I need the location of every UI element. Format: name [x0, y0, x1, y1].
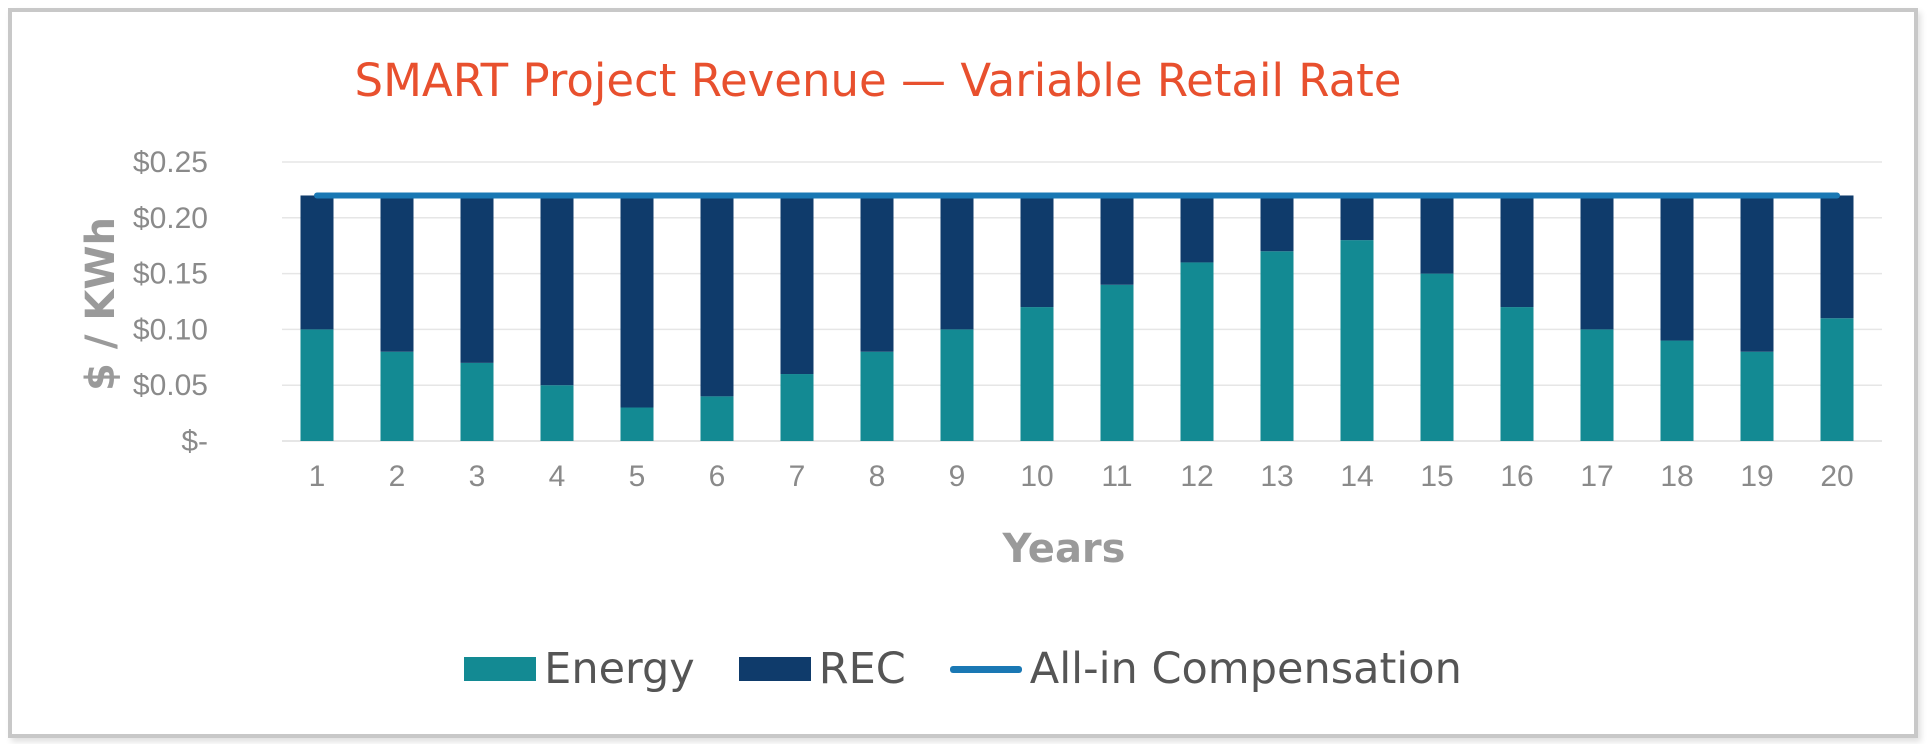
- bar-energy: [700, 396, 734, 441]
- legend-swatch-all-in: [949, 665, 1022, 673]
- bar-rec: [620, 195, 654, 408]
- x-tick-label: 3: [469, 460, 486, 493]
- bar-energy: [460, 362, 494, 441]
- y-tick-label: $0.20: [133, 202, 208, 235]
- legend-label-all-in: All-in Compensation: [1029, 644, 1462, 694]
- bar-rec: [1420, 195, 1454, 274]
- x-tick-label: 11: [1101, 460, 1132, 493]
- bar-energy: [1660, 340, 1694, 441]
- x-tick-label: 13: [1260, 460, 1293, 493]
- y-tick-label: $0.15: [133, 258, 208, 291]
- x-tick-label: 10: [1020, 460, 1053, 493]
- bar-rec: [540, 195, 574, 386]
- legend-item-rec: REC: [738, 644, 906, 694]
- y-tick-label: $0.25: [133, 146, 208, 179]
- legend-label-rec: REC: [818, 644, 906, 694]
- legend-item-all-in: All-in Compensation: [949, 644, 1462, 694]
- bar-rec: [1740, 195, 1774, 352]
- x-axis-title: Years: [1002, 526, 1126, 572]
- bar-rec: [1820, 195, 1854, 319]
- y-tick-label: $0.05: [133, 369, 208, 402]
- legend-swatch-rec: [738, 657, 811, 681]
- bar-energy: [300, 329, 334, 441]
- bar-energy: [1500, 307, 1534, 441]
- y-tick-label: $-: [181, 425, 208, 458]
- x-tick-label: 1: [309, 460, 326, 493]
- bar-rec: [1100, 195, 1134, 285]
- bar-energy: [860, 351, 894, 441]
- legend-item-energy: Energy: [464, 644, 695, 694]
- x-tick-label: 19: [1740, 460, 1773, 493]
- bar-rec: [700, 195, 734, 397]
- x-tick-label: 5: [629, 460, 646, 493]
- x-tick-label: 17: [1580, 460, 1613, 493]
- x-tick-label: 18: [1660, 460, 1693, 493]
- x-tick-label: 12: [1180, 460, 1213, 493]
- bar-energy: [1340, 240, 1374, 441]
- legend-label-energy: Energy: [544, 644, 695, 694]
- x-tick-label: 14: [1340, 460, 1373, 493]
- bar-rec: [780, 195, 814, 375]
- bar-rec: [860, 195, 894, 352]
- bar-energy: [620, 407, 654, 441]
- bar-energy: [540, 385, 574, 441]
- x-tick-label: 7: [789, 460, 806, 493]
- bar-energy: [1580, 329, 1614, 441]
- bar-rec: [1580, 195, 1614, 330]
- bar-energy: [1100, 284, 1134, 441]
- bar-rec: [460, 195, 494, 363]
- chart-plot: $-$0.05$0.10$0.15$0.20$0.25 1 2 3 4 5 6 7 8 9 10 1…: [78, 146, 1882, 572]
- x-tick-label: 15: [1420, 460, 1453, 493]
- bar-energy: [1420, 273, 1454, 441]
- bar-energy: [1180, 262, 1214, 441]
- bar-rec: [300, 195, 334, 330]
- x-tick-label: 8: [869, 460, 886, 493]
- bar-rec: [380, 195, 414, 352]
- x-tick-label: 9: [949, 460, 966, 493]
- x-tick-label: 20: [1820, 460, 1853, 493]
- x-tick-label: 4: [549, 460, 566, 493]
- bar-rec: [1020, 195, 1054, 308]
- bar-energy: [1020, 307, 1054, 441]
- chart-title: SMART Project Revenue — Variable Retail …: [354, 54, 1402, 107]
- bar-rec: [1660, 195, 1694, 341]
- bar-energy: [1260, 251, 1294, 441]
- bar-rec: [940, 195, 974, 330]
- x-tick-label: 6: [709, 460, 726, 493]
- chart-legend: Energy REC All-in Compensation: [12, 644, 1914, 694]
- y-tick-label: $0.10: [133, 313, 208, 346]
- y-axis-title: $ / KWh: [78, 217, 124, 391]
- chart-frame: SMART Project Revenue — Variable Retail …: [8, 8, 1918, 738]
- bar-energy: [1740, 351, 1774, 441]
- legend-swatch-energy: [464, 657, 537, 681]
- bar-energy: [780, 374, 814, 441]
- bar-rec: [1500, 195, 1534, 308]
- bar-rec: [1260, 195, 1294, 252]
- bar-energy: [380, 351, 414, 441]
- bar-rec: [1180, 195, 1214, 263]
- x-tick-label: 2: [389, 460, 406, 493]
- bar-energy: [940, 329, 974, 441]
- bar-rec: [1340, 195, 1374, 241]
- x-tick-label: 16: [1500, 460, 1533, 493]
- bar-energy: [1820, 318, 1854, 441]
